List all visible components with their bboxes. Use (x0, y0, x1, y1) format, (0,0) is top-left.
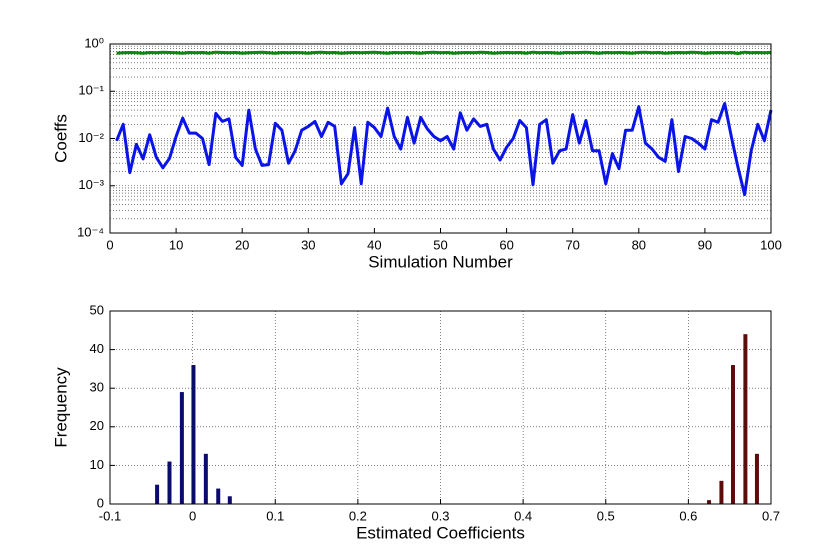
y-tick-label: 10⁻⁴ (77, 224, 104, 239)
x-tick-label: -0.1 (99, 508, 121, 523)
y-tick-label: 10⁰ (84, 35, 104, 50)
bar (754, 453, 759, 504)
x-tick-label: 30 (301, 237, 315, 252)
bar (719, 480, 724, 504)
x-tick-label: 0 (189, 508, 196, 523)
x-tick-label: 10 (169, 237, 183, 252)
bar (179, 392, 184, 504)
y-tick-label: 10⁻³ (78, 177, 104, 192)
x-tick-label: 0 (106, 237, 113, 252)
y-tick-label: 0 (97, 495, 104, 510)
x-tick-label: 0.4 (514, 508, 532, 523)
x-tick-label: 0.7 (762, 508, 780, 523)
x-tick-label: 20 (235, 237, 249, 252)
y-tick-label: 10⁻² (78, 130, 104, 145)
x-tick-label: 70 (565, 237, 579, 252)
x-tick-label: 0.1 (266, 508, 284, 523)
line (115, 102, 773, 197)
axes-box (109, 310, 772, 505)
x-tick-label: 0.2 (349, 508, 367, 523)
y-axis-label: Coeffs (51, 114, 70, 163)
y-tick-label: 20 (90, 418, 104, 433)
x-tick-label: 80 (632, 237, 646, 252)
bar (216, 488, 221, 504)
y-tick-label: 40 (90, 341, 104, 356)
bar (155, 484, 160, 504)
bar (743, 334, 748, 504)
bar (227, 496, 232, 504)
axes-box (109, 43, 772, 234)
bar (730, 365, 735, 504)
y-axis-label: Frequency (51, 367, 70, 448)
y-tick-label: 30 (90, 380, 104, 395)
x-tick-label: 0.6 (679, 508, 697, 523)
line (116, 50, 772, 55)
bar (167, 461, 172, 504)
x-axis-label: Estimated Coefficients (356, 523, 525, 542)
bar (707, 500, 712, 504)
x-axis-label: Simulation Number (368, 252, 513, 271)
x-tick-label: 60 (499, 237, 513, 252)
x-tick-label: 100 (760, 237, 782, 252)
x-tick-label: 90 (698, 237, 712, 252)
x-tick-label: 50 (433, 237, 447, 252)
y-tick-label: 10⁻¹ (78, 83, 104, 98)
y-tick-label: 50 (90, 302, 104, 317)
bar (191, 365, 196, 504)
bar (203, 453, 208, 504)
x-tick-label: 40 (367, 237, 381, 252)
x-tick-label: 0.3 (431, 508, 449, 523)
y-tick-label: 10 (90, 457, 104, 472)
x-tick-label: 0.5 (597, 508, 615, 523)
